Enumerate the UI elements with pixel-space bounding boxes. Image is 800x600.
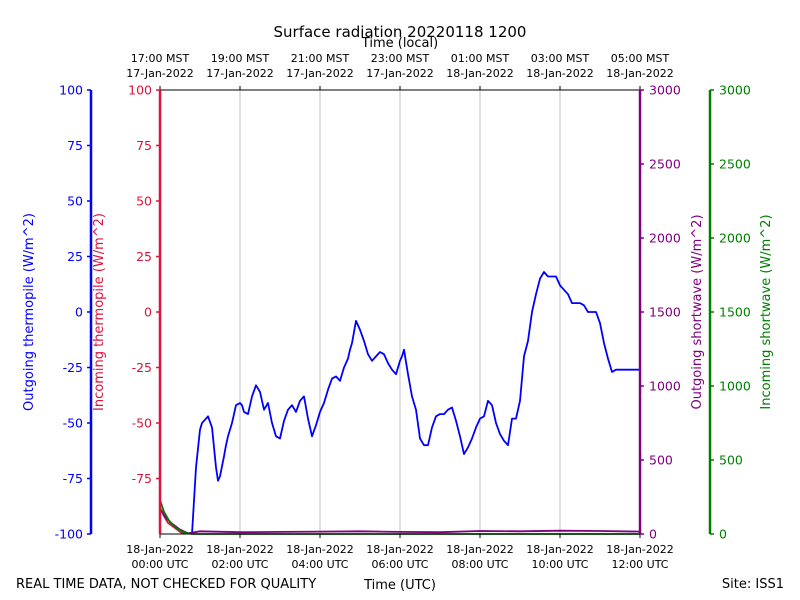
top-tick-label-date: 17-Jan-2022 [206,67,274,80]
y-axes-group: 100 75 50 25 0 -25 -50 -75 -100 Outgoing thermopi… [22,83,774,542]
x-tick-label-date: 18-Jan-2022 [606,543,674,556]
y-tick-label: -50 [132,416,152,431]
x-tick-label-time: 06:00 UTC [371,558,428,571]
x-tick-label-date: 18-Jan-2022 [126,543,194,556]
y-tick-label: 3000 [649,83,681,98]
top-axis-label: Time (local) [361,36,438,51]
y-tick-label: -50 [63,416,83,431]
top-tick-label-date: 17-Jan-2022 [366,67,434,80]
y-tick-label: 500 [649,453,673,468]
x-axis-label: Time (UTC) [363,578,436,593]
y-tick-label: -25 [63,360,83,375]
y-tick-label: 2500 [719,157,751,172]
y-tick-label: 25 [67,249,83,264]
x-tick-label-time: 12:00 UTC [611,558,668,571]
y-tick-label: -25 [132,360,152,375]
top-tick-label-time: 23:00 MST [371,52,430,65]
top-tick-label-time: 01:00 MST [451,52,510,65]
top-tick-label-date: 17-Jan-2022 [286,67,354,80]
y-tick-label: 75 [67,138,83,153]
top-tick-label-time: 17:00 MST [131,52,190,65]
y-tick-label: 0 [144,305,152,320]
y-tick-label: -75 [63,471,83,486]
top-tick-label-time: 05:00 MST [611,52,670,65]
y-axis-label-incoming_shortwave: Incoming shortwave (W/m^2) [759,214,774,409]
axis-outgoing_shortwave: 3000 2500 2000 1500 1000 500 0 Outgoing shortwa… [638,83,705,542]
top-tick-label-date: 18-Jan-2022 [606,67,674,80]
top-tick-label-time: 21:00 MST [291,52,350,65]
y-tick-label: 2000 [649,231,681,246]
y-tick-label: 500 [719,453,743,468]
y-tick-label: 2500 [649,157,681,172]
y-tick-label: 0 [75,305,83,320]
y-tick-label: -100 [55,527,83,542]
top-tick-label-time: 19:00 MST [211,52,270,65]
axis-incoming_shortwave: 3000 2500 2000 1500 1000 500 0 Incoming shortwa… [708,83,774,542]
y-tick-label: 100 [128,83,152,98]
y-axis-label-incoming_thermopile: Incoming thermopile (W/m^2) [92,213,107,411]
y-tick-label: 75 [136,138,152,153]
y-tick-label: -75 [132,471,152,486]
axis-outgoing_thermopile: 100 75 50 25 0 -25 -50 -75 -100 Outgoing thermopi… [22,83,93,542]
x-tick-label-time: 04:00 UTC [291,558,348,571]
axis-incoming_thermopile: 100 75 50 25 0 -25 -50 -75 Incoming thermopile (… [92,83,162,534]
series-line-outgoing-thermopile [191,271,640,535]
y-tick-label: 25 [136,249,152,264]
y-tick-label: 3000 [719,83,751,98]
x-tick-label-time: 00:00 UTC [131,558,188,571]
y-tick-label: 1500 [649,305,681,320]
y-tick-label: 50 [67,194,83,209]
quality-notice: REAL TIME DATA, NOT CHECKED FOR QUALITY [16,577,316,592]
series-line-outgoing-shortwave [159,508,641,535]
top-tick-label-time: 03:00 MST [531,52,590,65]
y-tick-label: 0 [649,527,657,542]
gridlines [239,90,561,534]
x-tick-label-date: 18-Jan-2022 [206,543,274,556]
y-tick-label: 0 [719,527,727,542]
x-tick-label-time: 08:00 UTC [451,558,508,571]
top-tick-label-date: 18-Jan-2022 [526,67,594,80]
y-axis-label-outgoing_shortwave: Outgoing shortwave (W/m^2) [690,214,705,409]
y-tick-label: 1500 [719,305,751,320]
chart-title: Surface radiation 20220118 1200 [274,23,527,41]
y-tick-label: 1000 [719,379,751,394]
top-tick-label-date: 18-Jan-2022 [446,67,514,80]
x-tick-label-date: 18-Jan-2022 [446,543,514,556]
x-tick-label-time: 02:00 UTC [211,558,268,571]
top-tick-label-date: 17-Jan-2022 [126,67,194,80]
x-tick-label-date: 18-Jan-2022 [286,543,354,556]
x-tick-label-date: 18-Jan-2022 [526,543,594,556]
y-tick-label: 2000 [719,231,751,246]
y-axis-label-outgoing_thermopile: Outgoing thermopile (W/m^2) [22,213,37,411]
x-tick-label-date: 18-Jan-2022 [366,543,434,556]
y-tick-label: 50 [136,194,152,209]
y-tick-label: 1000 [649,379,681,394]
x-tick-group: 18-Jan-2022 00:00 UTC 18-Jan-2022 02:00 UTC… [126,52,674,571]
y-tick-label: 100 [59,83,83,98]
site-label: Site: ISS1 [722,577,784,592]
x-tick-label-time: 10:00 UTC [531,558,588,571]
